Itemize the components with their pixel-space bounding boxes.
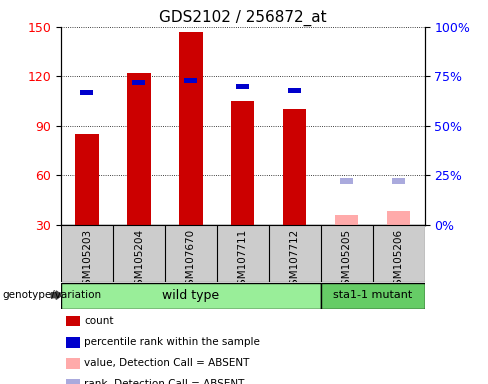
Text: GSM107712: GSM107712 <box>290 229 300 293</box>
Bar <box>61 283 321 309</box>
Bar <box>132 80 145 85</box>
Bar <box>288 88 301 93</box>
Text: GSM107670: GSM107670 <box>186 229 196 292</box>
Text: GSM105206: GSM105206 <box>394 229 404 292</box>
Bar <box>127 73 151 225</box>
Text: genotype/variation: genotype/variation <box>2 290 102 300</box>
Bar <box>387 212 410 225</box>
Bar <box>283 109 306 225</box>
Bar <box>321 283 425 309</box>
Text: sta1-1 mutant: sta1-1 mutant <box>333 290 412 300</box>
Text: GSM107711: GSM107711 <box>238 229 248 293</box>
Bar <box>81 90 94 94</box>
Text: value, Detection Call = ABSENT: value, Detection Call = ABSENT <box>84 358 250 368</box>
Text: GSM105203: GSM105203 <box>82 229 92 292</box>
Text: wild type: wild type <box>163 289 220 302</box>
Title: GDS2102 / 256872_at: GDS2102 / 256872_at <box>159 9 326 25</box>
Bar <box>335 215 358 225</box>
Bar <box>231 101 254 225</box>
Text: percentile rank within the sample: percentile rank within the sample <box>84 337 260 347</box>
Bar <box>179 32 203 225</box>
Bar <box>75 134 99 225</box>
Bar <box>392 178 405 184</box>
Bar <box>236 84 249 89</box>
Bar <box>184 78 197 83</box>
Bar <box>340 178 353 184</box>
Text: GSM105204: GSM105204 <box>134 229 144 292</box>
Text: count: count <box>84 316 114 326</box>
Text: rank, Detection Call = ABSENT: rank, Detection Call = ABSENT <box>84 379 245 384</box>
Text: GSM105205: GSM105205 <box>342 229 352 292</box>
